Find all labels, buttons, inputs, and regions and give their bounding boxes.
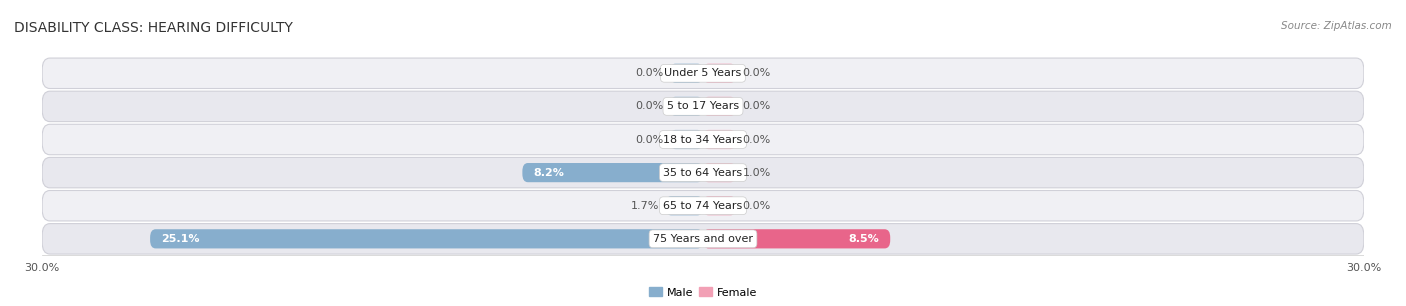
Text: 0.0%: 0.0%	[742, 201, 770, 211]
Text: 75 Years and over: 75 Years and over	[652, 234, 754, 244]
Text: 1.7%: 1.7%	[630, 201, 659, 211]
Text: 65 to 74 Years: 65 to 74 Years	[664, 201, 742, 211]
FancyBboxPatch shape	[150, 229, 703, 248]
Text: 0.0%: 0.0%	[636, 101, 664, 111]
Text: 0.0%: 0.0%	[636, 68, 664, 78]
Text: 8.2%: 8.2%	[533, 168, 564, 177]
Text: 8.5%: 8.5%	[848, 234, 879, 244]
FancyBboxPatch shape	[703, 97, 737, 116]
FancyBboxPatch shape	[42, 191, 1364, 221]
Text: DISABILITY CLASS: HEARING DIFFICULTY: DISABILITY CLASS: HEARING DIFFICULTY	[14, 21, 292, 35]
FancyBboxPatch shape	[703, 64, 737, 83]
Legend: Male, Female: Male, Female	[644, 283, 762, 302]
Text: 18 to 34 Years: 18 to 34 Years	[664, 135, 742, 144]
FancyBboxPatch shape	[703, 163, 737, 182]
Text: 25.1%: 25.1%	[162, 234, 200, 244]
Text: Source: ZipAtlas.com: Source: ZipAtlas.com	[1281, 21, 1392, 32]
FancyBboxPatch shape	[523, 163, 703, 182]
FancyBboxPatch shape	[669, 97, 703, 116]
Text: 0.0%: 0.0%	[636, 135, 664, 144]
FancyBboxPatch shape	[665, 196, 703, 215]
FancyBboxPatch shape	[703, 130, 737, 149]
Text: 0.0%: 0.0%	[742, 101, 770, 111]
FancyBboxPatch shape	[42, 58, 1364, 88]
Text: 0.0%: 0.0%	[742, 135, 770, 144]
Text: 1.0%: 1.0%	[742, 168, 770, 177]
FancyBboxPatch shape	[42, 224, 1364, 254]
Text: 0.0%: 0.0%	[742, 68, 770, 78]
FancyBboxPatch shape	[703, 196, 737, 215]
Text: 35 to 64 Years: 35 to 64 Years	[664, 168, 742, 177]
FancyBboxPatch shape	[42, 124, 1364, 155]
FancyBboxPatch shape	[669, 64, 703, 83]
Text: 5 to 17 Years: 5 to 17 Years	[666, 101, 740, 111]
FancyBboxPatch shape	[703, 229, 890, 248]
FancyBboxPatch shape	[42, 91, 1364, 121]
Text: Under 5 Years: Under 5 Years	[665, 68, 741, 78]
FancyBboxPatch shape	[669, 130, 703, 149]
FancyBboxPatch shape	[42, 157, 1364, 188]
